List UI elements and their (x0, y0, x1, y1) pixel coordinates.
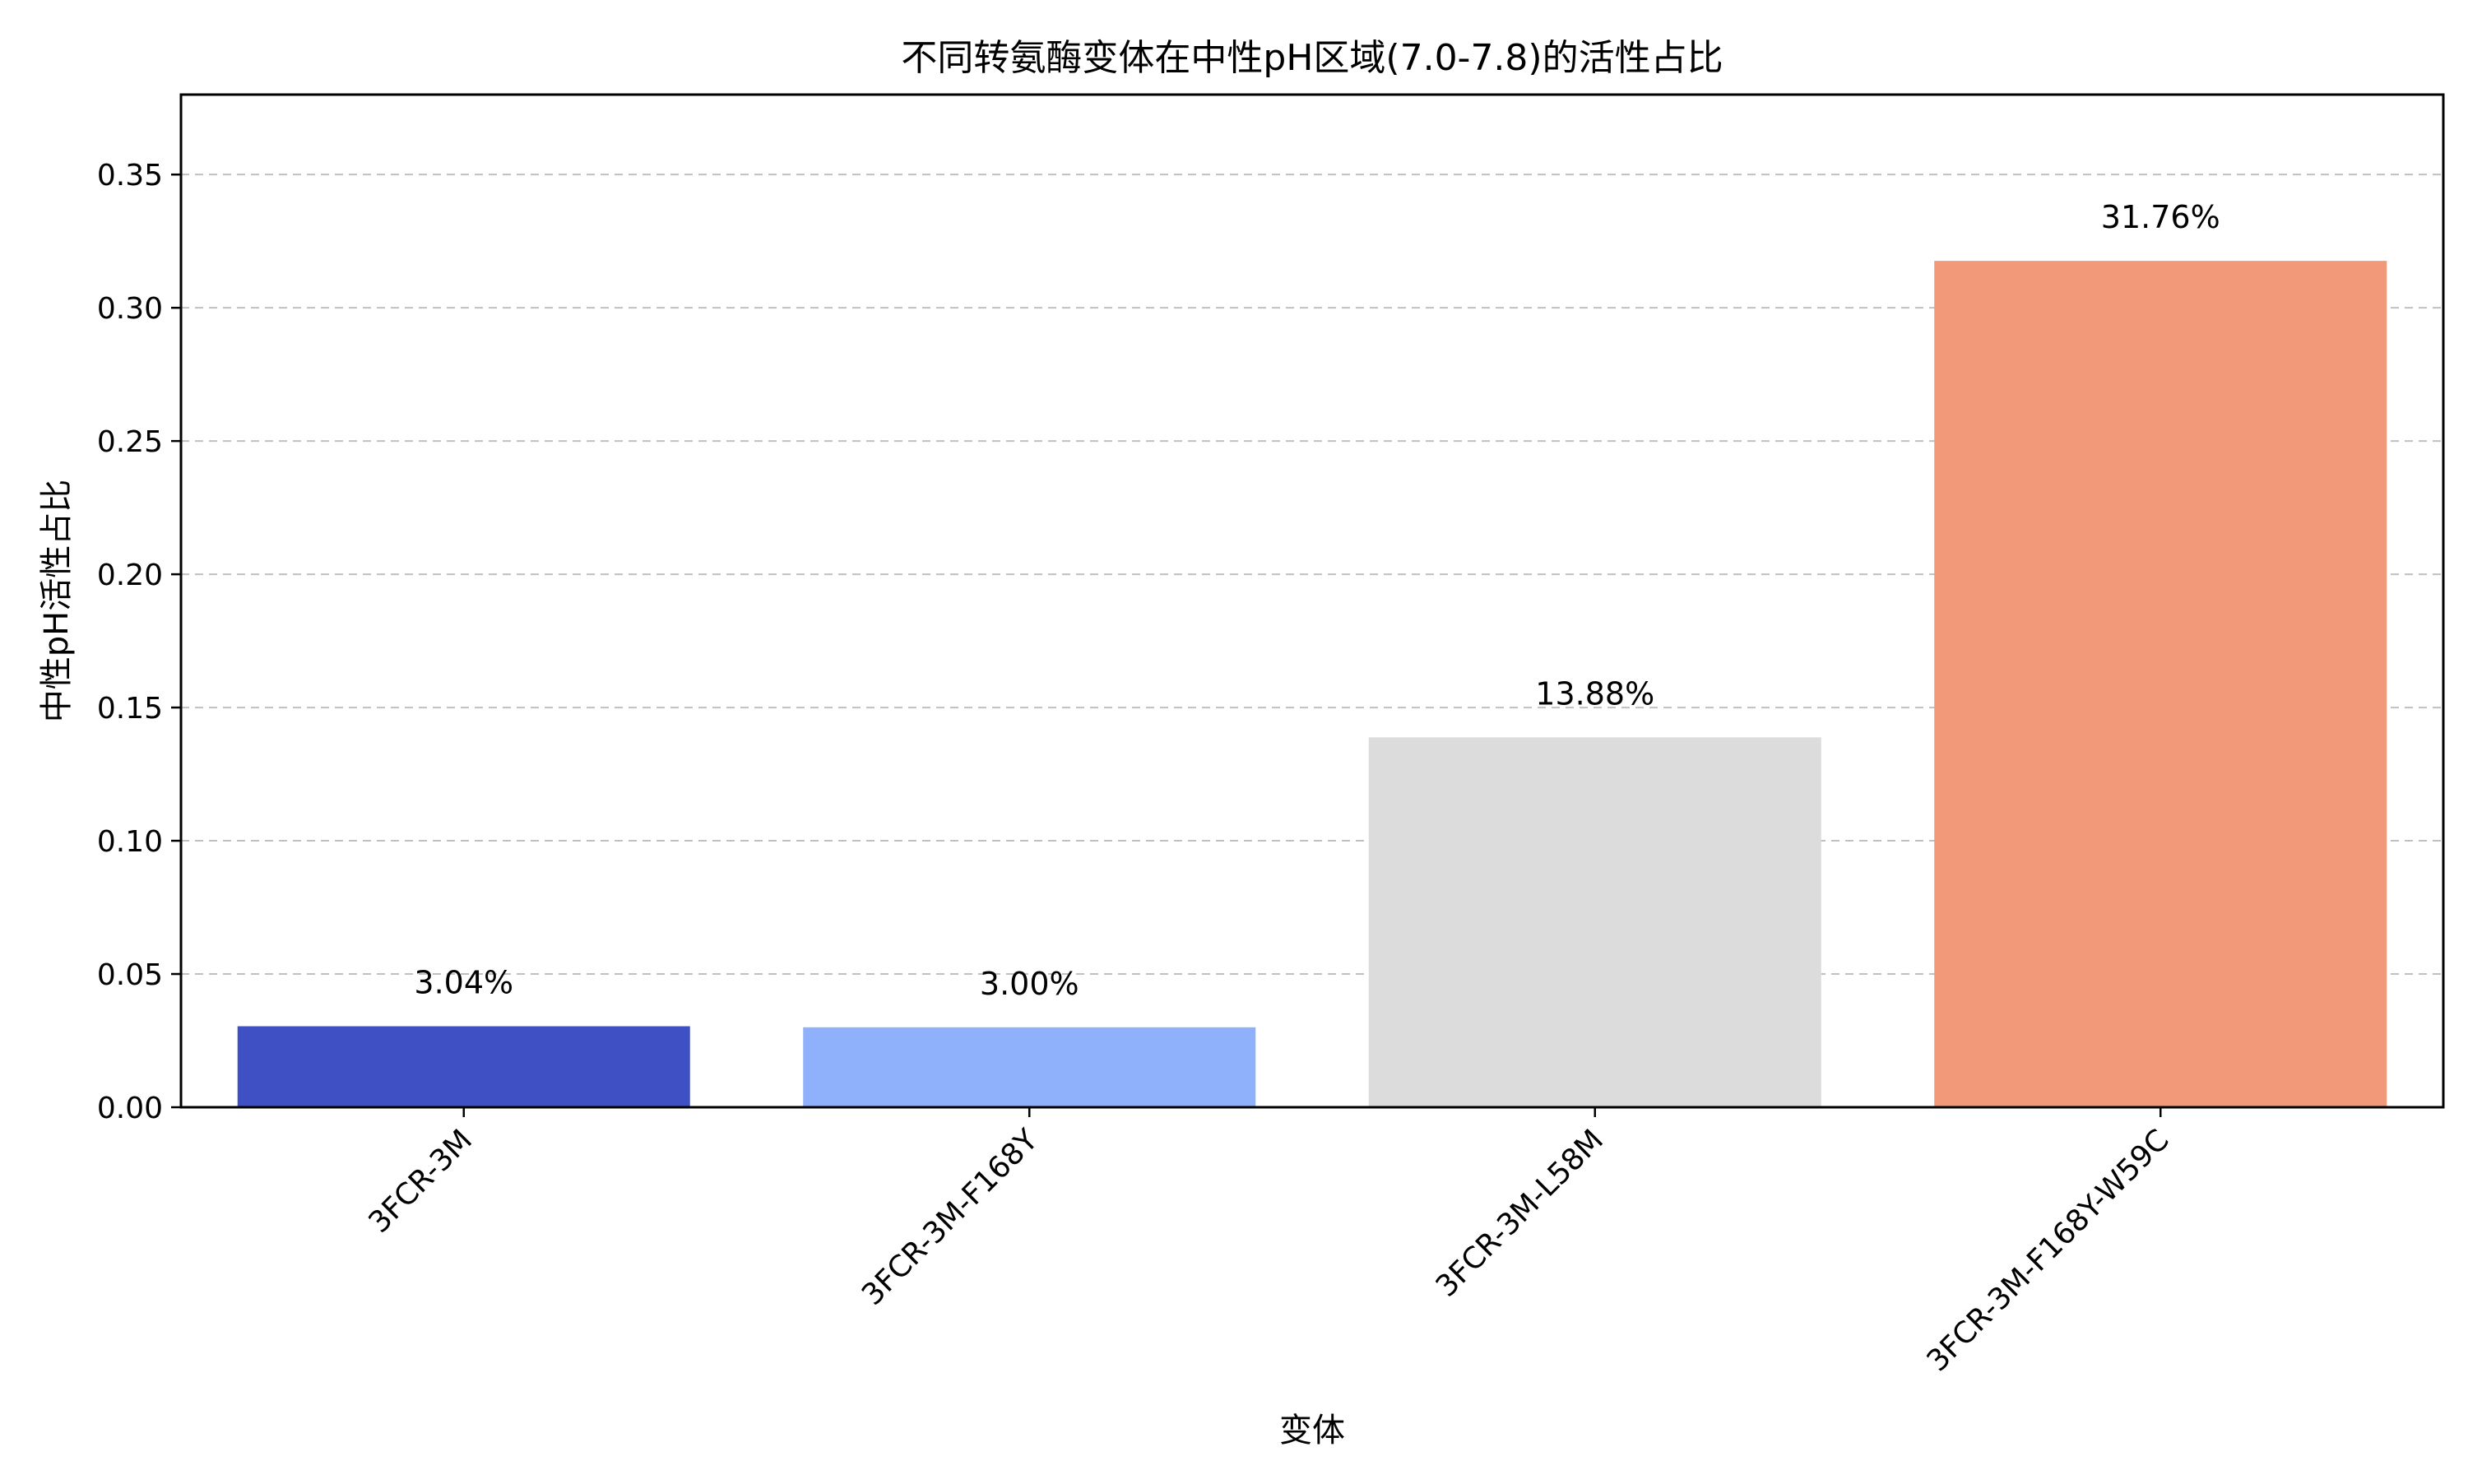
data-label: 13.88% (1535, 675, 1654, 712)
y-tick-label: 0.00 (97, 1092, 163, 1125)
bar (803, 1027, 1256, 1107)
bars (237, 261, 2387, 1107)
y-tick-label: 0.10 (97, 825, 163, 859)
y-tick-label: 0.05 (97, 958, 163, 992)
y-tick-label: 0.25 (97, 425, 163, 459)
data-label: 3.00% (980, 966, 1079, 1002)
data-label: 3.04% (414, 965, 513, 1001)
y-tick-label: 0.30 (97, 292, 163, 326)
y-tick-label: 0.35 (97, 159, 163, 192)
bar (1934, 261, 2387, 1107)
plot-frame (179, 93, 2445, 1109)
x-tick-label: 3FCR-3M-F168Y-W59C (1921, 1123, 2176, 1378)
y-tick-label: 0.20 (97, 559, 163, 592)
x-tick-label: 3FCR-3M (363, 1123, 480, 1240)
bar (1368, 737, 1821, 1107)
chart-title: 不同转氨酶变体在中性pH区域(7.0-7.8)的活性占比 (901, 37, 1723, 79)
x-tick-label: 3FCR-3M-F168Y (856, 1123, 1045, 1312)
y-tick-label: 0.15 (97, 692, 163, 726)
x-axis-label: 变体 (1279, 1412, 1345, 1449)
y-axis-label: 中性pH活性占比 (38, 480, 76, 722)
data-labels: 3.04% 3.00% 13.88% 31.76% (414, 199, 2220, 1002)
data-label: 31.76% (2101, 199, 2220, 235)
x-axis-ticks: 3FCR-3M 3FCR-3M-F168Y 3FCR-3M-L58M 3FCR-3M-… (363, 1107, 2176, 1378)
x-tick-label: 3FCR-3M-L58M (1430, 1123, 1610, 1303)
y-axis-ticks: 0.00 0.05 0.10 0.15 0.20 0.25 0.30 0.35 (97, 159, 181, 1125)
bar (237, 1026, 690, 1107)
